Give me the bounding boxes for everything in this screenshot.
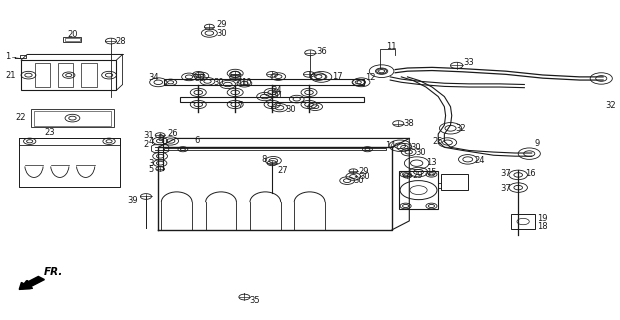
Bar [63, 37, 81, 42]
Text: 16: 16 [526, 170, 536, 179]
Text: 38: 38 [403, 119, 414, 128]
Text: 30: 30 [213, 78, 224, 87]
Bar [164, 148, 386, 150]
Text: 19: 19 [537, 213, 547, 222]
Text: 39: 39 [127, 196, 138, 205]
Text: 22: 22 [16, 113, 26, 122]
Text: 24: 24 [474, 156, 484, 164]
Text: 27: 27 [277, 166, 288, 175]
Text: 37: 37 [500, 184, 511, 193]
Text: 36: 36 [316, 47, 327, 56]
Text: FR.: FR. [44, 268, 63, 277]
Text: 35: 35 [249, 296, 260, 305]
Text: 3: 3 [149, 159, 154, 168]
Text: 21: 21 [6, 71, 16, 80]
Bar [21, 60, 117, 90]
Text: 23: 23 [44, 128, 55, 137]
Text: 33: 33 [463, 58, 474, 67]
Text: 26: 26 [167, 130, 178, 139]
Text: 1: 1 [5, 52, 10, 61]
Text: 12: 12 [365, 73, 376, 82]
Text: 17: 17 [332, 72, 343, 81]
Text: 34: 34 [272, 86, 282, 95]
Bar [19, 138, 120, 145]
Text: 29: 29 [412, 172, 423, 180]
Text: 30: 30 [353, 176, 364, 185]
Text: 28: 28 [116, 36, 126, 45]
Text: 30: 30 [195, 74, 205, 83]
Text: 32: 32 [456, 124, 466, 133]
Bar [31, 109, 114, 127]
Text: 10: 10 [241, 78, 252, 87]
Text: 9: 9 [534, 139, 539, 148]
Bar [180, 97, 365, 102]
Text: 34: 34 [149, 73, 159, 82]
Bar [164, 79, 365, 85]
Text: 25: 25 [433, 137, 443, 146]
Bar [441, 174, 468, 190]
Text: 6: 6 [194, 136, 200, 145]
Text: 8: 8 [157, 134, 162, 143]
Bar [64, 38, 79, 41]
Text: 7: 7 [237, 101, 243, 110]
Text: 5: 5 [149, 165, 154, 174]
Text: 30: 30 [415, 148, 425, 156]
Bar [35, 63, 50, 87]
Bar [34, 110, 111, 126]
Text: 30: 30 [216, 28, 227, 38]
Text: 29: 29 [358, 167, 369, 176]
Text: 30: 30 [286, 105, 296, 114]
Text: 30: 30 [410, 143, 421, 152]
Text: 30: 30 [234, 79, 244, 88]
Text: 13: 13 [426, 158, 436, 167]
Text: 18: 18 [537, 222, 547, 231]
Text: 14: 14 [384, 141, 395, 150]
Bar [58, 63, 73, 87]
Bar [399, 171, 438, 209]
Text: 4: 4 [149, 137, 154, 146]
Text: 29: 29 [216, 20, 226, 29]
Text: 32: 32 [606, 101, 616, 110]
Text: 15: 15 [426, 168, 436, 177]
Text: 8: 8 [262, 155, 267, 164]
Text: 2: 2 [144, 140, 149, 149]
Bar [511, 214, 536, 228]
Text: 31: 31 [143, 131, 154, 140]
FancyArrow shape [19, 276, 45, 289]
Text: 30: 30 [360, 172, 370, 181]
Text: 37: 37 [500, 169, 511, 178]
Text: 30: 30 [271, 91, 281, 100]
Bar [81, 63, 97, 87]
Text: 20: 20 [67, 29, 78, 39]
Text: 11: 11 [386, 42, 396, 51]
